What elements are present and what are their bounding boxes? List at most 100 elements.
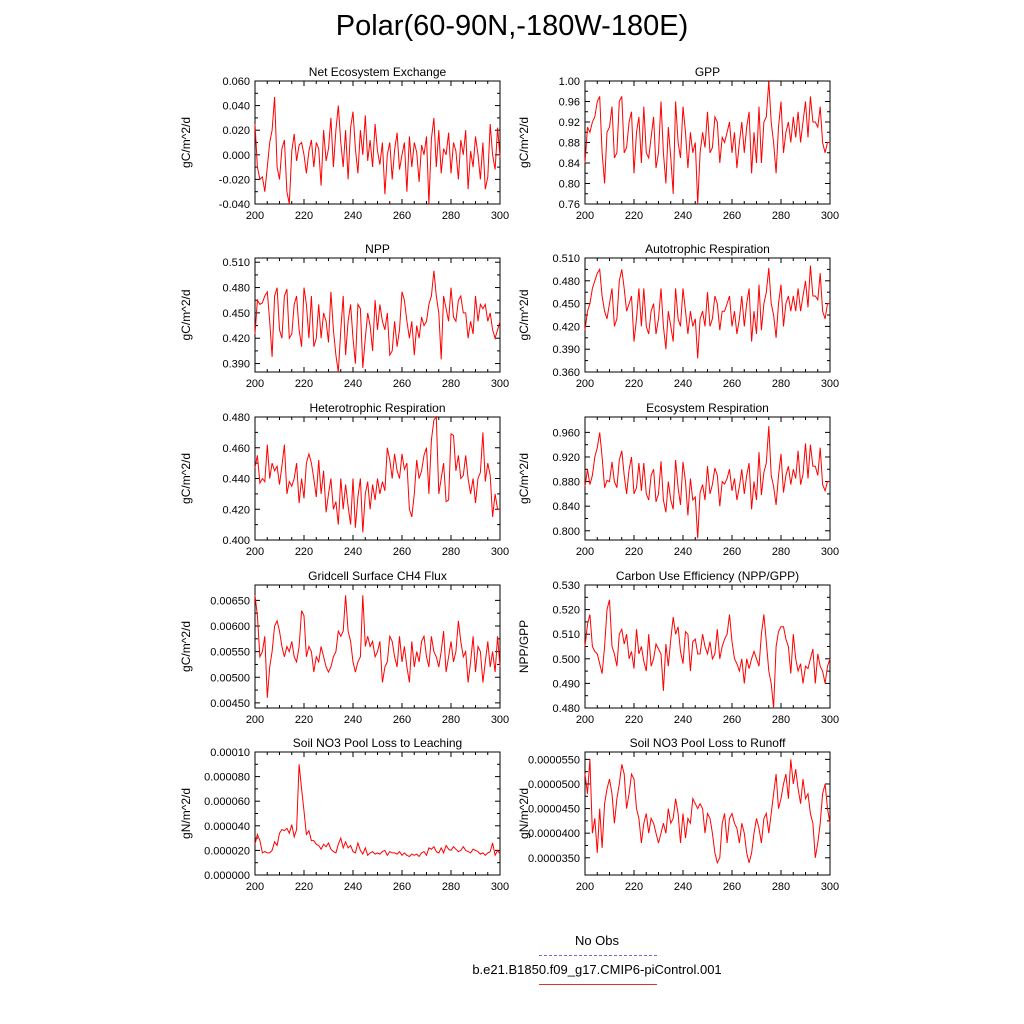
chart-panel-3: NPP gC/m^2/d 200 220 240 260 280 300 0.390 0.420 0… [179,242,509,390]
chart-title: Gridcell Surface CH4 Flux [308,569,447,583]
x-tick-label: 300 [491,546,509,558]
series-line-1 [254,415,500,533]
plot-frame [254,584,501,709]
y-tick-label: 0.450 [222,308,250,320]
chart-panel-5: Heterotrophic Respiration gC/m^2/d 200 220 2… [179,401,509,558]
y-axis-label: gC/m^2/d [517,290,531,341]
x-tick-label: 200 [576,378,594,390]
y-tick-label: 0.0000400 [528,828,580,840]
x-tick-label: 280 [772,546,790,558]
y-tick-label: 0.00500 [210,672,250,684]
y-tick-label: 0.480 [222,412,250,424]
y-tick-label: 0.510 [222,257,250,269]
x-tick-label: 200 [246,210,264,222]
x-tick-label: 220 [625,714,643,726]
x-tick-label: 300 [821,714,839,726]
x-tick-label: 240 [674,546,692,558]
y-tick-label: 0.00450 [210,698,250,710]
y-axis-label: gC/m^2/d [517,453,531,504]
y-axis-label: gC/m^2/d [179,621,193,672]
x-tick-label: 260 [723,546,741,558]
x-tick-label: 280 [772,210,790,222]
y-tick-label: 1.00 [559,76,580,88]
x-tick-label: 280 [442,714,460,726]
y-tick-label: 0.480 [552,703,580,715]
x-tick-label: 200 [246,881,264,893]
y-axis-label: gN/m^2/d [517,788,531,839]
x-tick-label: 200 [576,714,594,726]
series-line-1 [584,426,830,539]
y-tick-label: 0.88 [559,138,580,150]
y-tick-label: 0.420 [222,504,250,516]
y-tick-label: 0.060 [222,76,250,88]
y-tick-label: 0.000 [222,150,250,162]
chart-title: Soil NO3 Pool Loss to Runoff [630,736,787,750]
series-line-1 [584,265,830,359]
x-tick-label: 200 [576,210,594,222]
chart-title: Soil NO3 Pool Loss to Leaching [293,736,462,750]
chart-title: GPP [695,65,720,79]
chart-panel-4: Autotrophic Respiration gC/m^2/d 200 220 240… [517,242,839,390]
x-tick-label: 200 [246,546,264,558]
y-tick-label: 0.000020 [204,845,250,857]
x-tick-label: 240 [674,714,692,726]
y-tick-label: 0.000040 [204,821,250,833]
y-tick-label: 0.0000350 [528,853,580,865]
x-tick-label: 280 [442,881,460,893]
x-tick-label: 260 [393,714,411,726]
x-tick-label: 240 [344,378,362,390]
series-line-1 [584,759,831,865]
chart-title: Net Ecosystem Exchange [309,65,447,79]
y-tick-label: 0.00010 [210,747,250,759]
x-tick-label: 200 [576,881,594,893]
x-tick-label: 240 [674,881,692,893]
chart-panel-9: Soil NO3 Pool Loss to Leaching gN/m^2/d 20… [179,736,509,893]
series-line-1 [254,764,501,858]
x-tick-label: 300 [821,378,839,390]
y-tick-label: -0.040 [219,199,250,211]
x-tick-label: 260 [393,881,411,893]
y-tick-label: 0.92 [559,117,580,129]
y-tick-label: 0.520 [552,605,580,617]
series-line-1 [584,599,831,709]
x-tick-label: 240 [344,210,362,222]
plot-frame [254,80,501,205]
x-tick-label: 220 [625,378,643,390]
y-tick-label: 0.390 [222,359,250,371]
x-tick-label: 220 [295,881,313,893]
chart-panel-6: Ecosystem Respiration gC/m^2/d 200 220 240 26… [517,401,839,558]
y-tick-label: 0.00550 [210,647,250,659]
y-tick-label: 0.420 [222,333,250,345]
y-tick-label: 0.510 [552,629,580,641]
x-tick-label: 200 [246,714,264,726]
y-tick-label: 0.530 [552,580,580,592]
chart-panel-8: Carbon Use Efficiency (NPP/GPP) NPP/GPP 20… [517,569,839,726]
x-tick-label: 220 [625,210,643,222]
y-tick-label: 0.80 [559,179,580,191]
plot-frame [254,257,501,373]
x-tick-label: 220 [625,881,643,893]
chart-title: Ecosystem Respiration [646,401,769,415]
y-axis-label: NPP/GPP [517,620,531,673]
plot-frame [584,257,831,373]
chart-title: NPP [365,242,390,256]
series-line-1 [254,96,501,205]
x-tick-label: 240 [674,378,692,390]
x-tick-label: 220 [295,546,313,558]
y-tick-label: 0.460 [222,443,250,455]
legend-obs-label: No Obs [574,933,620,948]
x-tick-label: 300 [491,714,509,726]
plot-frame [584,584,831,709]
y-axis-label: gC/m^2/d [179,453,193,504]
x-tick-label: 300 [491,378,509,390]
x-tick-label: 260 [723,881,741,893]
y-tick-label: 0.510 [552,253,580,265]
series-line-1 [254,270,501,373]
x-tick-label: 220 [295,378,313,390]
y-tick-label: 0.440 [222,474,250,486]
y-tick-label: 0.020 [222,125,250,137]
y-tick-label: 0.000000 [204,870,250,882]
y-tick-label: 0.490 [552,678,580,690]
chart-panel-2: GPP gC/m^2/d 200 220 240 260 280 300 0.76 0.80 0.8… [517,65,839,222]
